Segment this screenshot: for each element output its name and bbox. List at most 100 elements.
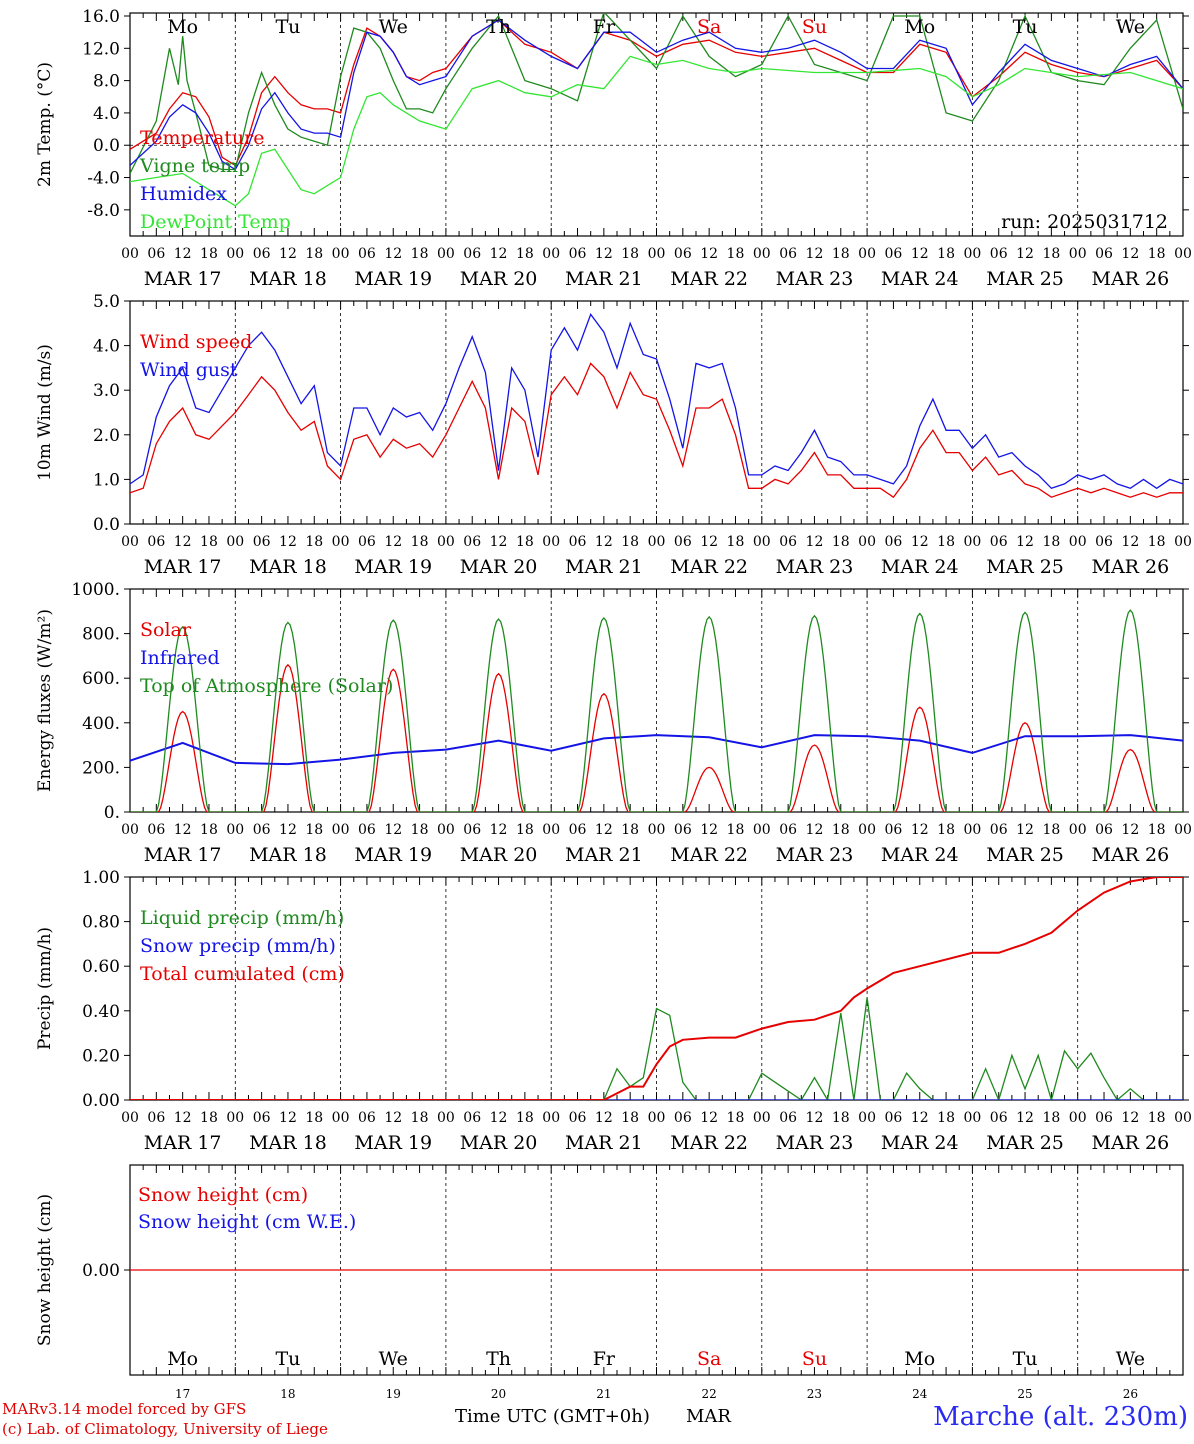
weekday-label: Su	[802, 1348, 827, 1370]
hour-tick-label: 12	[700, 822, 718, 838]
day-number-label: 26	[1123, 1387, 1138, 1401]
y-tick-label: 4.0	[93, 104, 120, 124]
hour-tick-label: 06	[674, 822, 692, 838]
hour-tick-label: 18	[1148, 534, 1166, 550]
hour-tick-label: 00	[226, 822, 244, 838]
panel-5: 0.00 Snow height (cm) Snow height (cm) Snow…	[35, 1164, 1189, 1401]
hour-tick-label: 12	[1016, 534, 1034, 550]
weekday-label: Mo	[167, 1348, 198, 1370]
date-label: MAR 19	[354, 556, 432, 578]
series-line-wind-gust	[130, 313, 1183, 490]
date-label: MAR 22	[670, 556, 748, 578]
hour-tick-label: 18	[832, 1110, 850, 1126]
panel-3: 0. 200. 400. 600. 800. 1000. Energy fluxes (W/…	[35, 580, 1192, 866]
hour-tick-label: 00	[858, 822, 876, 838]
date-label: MAR 26	[1091, 268, 1169, 290]
hour-tick-label: 18	[1042, 1110, 1060, 1126]
hour-tick-label: 00	[437, 534, 455, 550]
hour-tick-label: 12	[490, 246, 508, 262]
hour-tick-label: 00	[121, 1110, 139, 1126]
hour-tick-label: 06	[463, 822, 481, 838]
hour-tick-label: 00	[648, 1110, 666, 1126]
x-axis-title: Time UTC (GMT+0h)	[455, 1406, 650, 1427]
hour-tick-label: 06	[990, 534, 1008, 550]
y-tick-label: -8.0	[87, 201, 120, 221]
hour-tick-label: 00	[542, 246, 560, 262]
hour-tick-label: 00	[963, 246, 981, 262]
legend-infrared: Infrared	[140, 647, 220, 669]
hour-tick-label: 12	[279, 534, 297, 550]
hour-tick-label: 12	[384, 246, 402, 262]
hour-tick-label: 00	[963, 1110, 981, 1126]
date-label: MAR 21	[565, 844, 643, 866]
date-label: MAR 17	[144, 1132, 222, 1154]
hour-tick-label: 00	[648, 246, 666, 262]
hour-tick-label: 06	[147, 246, 165, 262]
date-label: MAR 19	[354, 844, 432, 866]
weekday-label: We	[1116, 1348, 1145, 1370]
day-number-label: 25	[1017, 1387, 1032, 1401]
hour-tick-label: 06	[885, 822, 903, 838]
y-axis-title: Energy fluxes (W/m²)	[35, 609, 55, 792]
hour-tick-label: 18	[516, 246, 534, 262]
y-tick-label: 5.0	[93, 292, 120, 312]
hour-tick-label: 12	[806, 246, 824, 262]
hour-tick-label: 12	[384, 534, 402, 550]
hour-tick-label: 06	[253, 1110, 271, 1126]
hour-tick-label: 06	[779, 822, 797, 838]
hour-tick-label: 06	[147, 1110, 165, 1126]
hour-tick-label: 18	[305, 246, 323, 262]
y-tick-label: 12.0	[82, 39, 120, 59]
panel-frame	[129, 12, 1184, 237]
hour-tick-label: 18	[937, 1110, 955, 1126]
legend-wind-gust: Wind gust	[140, 359, 238, 381]
hour-tick-label: 18	[200, 534, 218, 550]
hour-tick-label: 18	[411, 246, 429, 262]
hour-tick-label: 06	[358, 534, 376, 550]
hour-tick-label: 06	[358, 822, 376, 838]
date-label: MAR 26	[1091, 1132, 1169, 1154]
date-label: MAR 17	[144, 556, 222, 578]
hour-tick-label: 00	[1069, 246, 1087, 262]
hour-tick-label: 12	[174, 246, 192, 262]
hour-tick-label: 06	[674, 246, 692, 262]
hour-tick-label: 00	[542, 822, 560, 838]
date-label: MAR 21	[565, 1132, 643, 1154]
hour-tick-label: 18	[727, 1110, 745, 1126]
hour-tick-label: 12	[174, 534, 192, 550]
weekday-label: Mo	[904, 1348, 935, 1370]
hour-tick-label: 00	[542, 534, 560, 550]
hour-tick-label: 12	[490, 1110, 508, 1126]
series-line-temperature	[130, 19, 1183, 167]
date-label: MAR 24	[881, 268, 959, 290]
hour-tick-label: 06	[569, 822, 587, 838]
panel-4: 0.00 0.20 0.40 0.60 0.80 1.00 Precip (mm/h) 00 0…	[35, 868, 1192, 1154]
hour-tick-label: 00	[648, 822, 666, 838]
hour-tick-label: 12	[806, 534, 824, 550]
date-label: MAR 23	[776, 844, 854, 866]
date-label: MAR 23	[776, 268, 854, 290]
model-credit: MARv3.14 model forced by GFS	[2, 1400, 247, 1418]
y-tick-label: 0.0	[93, 136, 120, 156]
date-label: MAR 24	[881, 1132, 959, 1154]
hour-tick-label: 00	[1069, 822, 1087, 838]
date-label: MAR 24	[881, 844, 959, 866]
hour-tick-label: 18	[1042, 822, 1060, 838]
hour-tick-label: 18	[200, 246, 218, 262]
series-line-wind-speed	[130, 362, 1183, 499]
hour-tick-label: 06	[147, 534, 165, 550]
hour-tick-label: 18	[1148, 822, 1166, 838]
legend-wind-speed: Wind speed	[140, 331, 252, 353]
hour-tick-label: 12	[806, 1110, 824, 1126]
series-line-top-of-atmosphere-solar	[130, 609, 1183, 812]
date-label: MAR 25	[986, 556, 1064, 578]
hour-tick-label: 00	[858, 1110, 876, 1126]
hour-tick-label: 18	[305, 1110, 323, 1126]
legend-vigne-temp: Vigne temp	[139, 155, 250, 177]
date-label: MAR 22	[670, 1132, 748, 1154]
hour-tick-label: 12	[174, 1110, 192, 1126]
y-tick-label: 1.0	[93, 470, 120, 490]
station-title: Marche (alt. 230m)	[933, 1402, 1188, 1432]
hour-tick-label: 06	[1095, 534, 1113, 550]
